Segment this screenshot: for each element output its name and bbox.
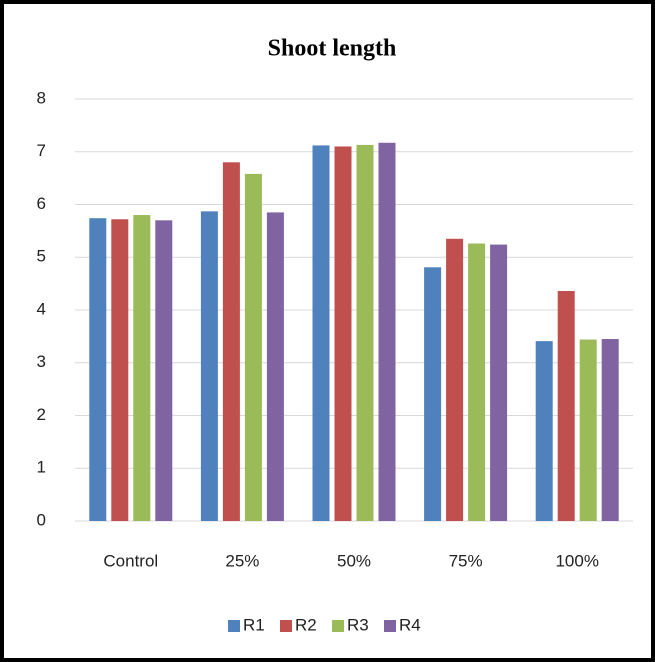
legend-swatch	[280, 620, 292, 632]
bar	[490, 244, 508, 521]
legend-swatch	[384, 620, 396, 632]
bar	[222, 162, 240, 522]
bar	[579, 339, 597, 521]
legend-label: R2	[295, 615, 317, 634]
x-tick-label: 100%	[555, 551, 598, 570]
y-tick-label: 1	[37, 458, 46, 477]
y-tick-label: 5	[37, 247, 46, 266]
bar	[535, 341, 553, 521]
chart-title: Shoot length	[268, 36, 397, 62]
legend-swatch	[228, 620, 240, 632]
bar	[155, 220, 173, 521]
y-tick-label: 8	[37, 88, 46, 107]
legend-swatch	[332, 620, 344, 632]
y-tick-label: 0	[37, 510, 46, 529]
legend-label: R1	[243, 615, 265, 634]
bar	[111, 219, 129, 521]
bar	[200, 211, 218, 522]
bar	[244, 173, 262, 521]
x-tick-label: 25%	[225, 551, 259, 570]
bar	[356, 144, 374, 521]
bar	[378, 142, 396, 521]
bar	[89, 218, 107, 521]
legend-label: R4	[399, 615, 421, 634]
x-tick-label: 75%	[449, 551, 483, 570]
y-tick-label: 4	[37, 299, 46, 318]
x-tick-label: Control	[103, 551, 158, 570]
y-tick-label: 3	[37, 352, 46, 371]
bar	[468, 243, 486, 521]
bar	[601, 339, 619, 521]
bar	[133, 215, 151, 522]
legend-label: R3	[347, 615, 369, 634]
y-tick-label: 6	[37, 194, 46, 213]
bar	[424, 267, 442, 521]
bar	[334, 146, 352, 521]
y-tick-label: 7	[37, 141, 46, 160]
bar	[266, 212, 284, 521]
bar	[557, 291, 575, 521]
x-tick-label: 50%	[337, 551, 371, 570]
bar	[446, 238, 464, 521]
y-tick-label: 2	[37, 405, 46, 424]
bar	[312, 145, 330, 522]
